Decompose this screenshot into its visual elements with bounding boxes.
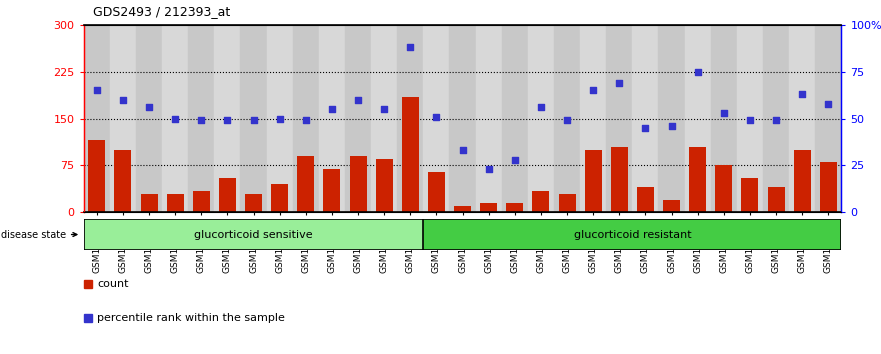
Bar (371, 25, 397, 212)
Bar (350, 156, 366, 212)
Point (639, 125, 653, 131)
Bar (88, 141, 105, 212)
Bar (685, 25, 711, 212)
Point (115, 97, 130, 103)
Point (664, 123, 678, 129)
Bar (345, 25, 371, 212)
Bar (737, 25, 763, 212)
Point (743, 118, 757, 123)
Bar (611, 147, 628, 212)
Bar (715, 165, 732, 212)
Point (586, 87, 600, 93)
Bar (689, 147, 707, 212)
Bar (424, 219, 841, 250)
Bar (711, 25, 737, 212)
Text: percentile rank within the sample: percentile rank within the sample (97, 313, 285, 323)
Point (769, 118, 783, 123)
Point (455, 148, 470, 153)
Bar (580, 25, 606, 212)
Text: glucorticoid sensitive: glucorticoid sensitive (194, 229, 313, 240)
Bar (319, 25, 345, 212)
Bar (218, 178, 236, 212)
Bar (297, 156, 315, 212)
Bar (449, 25, 476, 212)
Bar (292, 25, 319, 212)
Point (482, 166, 496, 172)
Bar (767, 187, 784, 212)
Point (168, 116, 182, 121)
Point (194, 118, 208, 123)
Point (612, 80, 626, 86)
Bar (84, 219, 424, 250)
Point (560, 118, 574, 123)
Bar (140, 194, 158, 212)
Point (272, 116, 286, 121)
Bar (241, 25, 267, 212)
Bar (585, 150, 602, 212)
Bar (663, 200, 680, 212)
Point (796, 91, 810, 97)
Bar (397, 25, 424, 212)
Bar (815, 25, 841, 212)
Point (377, 106, 391, 112)
Bar (115, 150, 131, 212)
Point (821, 101, 835, 107)
Point (247, 118, 261, 123)
Bar (476, 25, 501, 212)
Bar (606, 25, 633, 212)
Text: GDS2493 / 212393_at: GDS2493 / 212393_at (93, 5, 230, 18)
Bar (480, 203, 497, 212)
Bar (501, 25, 528, 212)
Point (90, 87, 104, 93)
Point (351, 97, 365, 103)
Text: disease state: disease state (1, 229, 77, 240)
Bar (633, 25, 658, 212)
Bar (789, 25, 815, 212)
Bar (245, 194, 262, 212)
Bar (794, 150, 811, 212)
Bar (375, 159, 393, 212)
Bar (110, 25, 136, 212)
Bar (554, 25, 580, 212)
Bar (162, 25, 189, 212)
Bar (84, 25, 110, 212)
Bar (267, 25, 292, 212)
Bar (424, 25, 449, 212)
Bar (658, 25, 685, 212)
Text: glucorticoid resistant: glucorticoid resistant (574, 229, 692, 240)
Point (142, 104, 156, 110)
Point (403, 45, 418, 50)
Point (220, 118, 234, 123)
Bar (820, 162, 837, 212)
Point (429, 114, 443, 120)
Bar (167, 194, 183, 212)
Bar (428, 172, 445, 212)
Bar (323, 169, 340, 212)
Bar (193, 190, 210, 212)
Bar (189, 25, 214, 212)
Bar (742, 178, 759, 212)
Bar (559, 194, 575, 212)
Bar (528, 25, 554, 212)
Point (534, 104, 548, 110)
Bar (214, 25, 241, 212)
Bar (637, 187, 654, 212)
Bar (402, 97, 418, 212)
Bar (763, 25, 789, 212)
Point (299, 118, 313, 123)
Point (691, 69, 705, 74)
Text: count: count (97, 279, 129, 289)
Bar (136, 25, 162, 212)
Bar (507, 203, 523, 212)
Point (717, 110, 731, 116)
Bar (454, 206, 471, 212)
Bar (271, 184, 288, 212)
Bar (532, 190, 550, 212)
Point (325, 106, 339, 112)
Point (507, 157, 522, 163)
